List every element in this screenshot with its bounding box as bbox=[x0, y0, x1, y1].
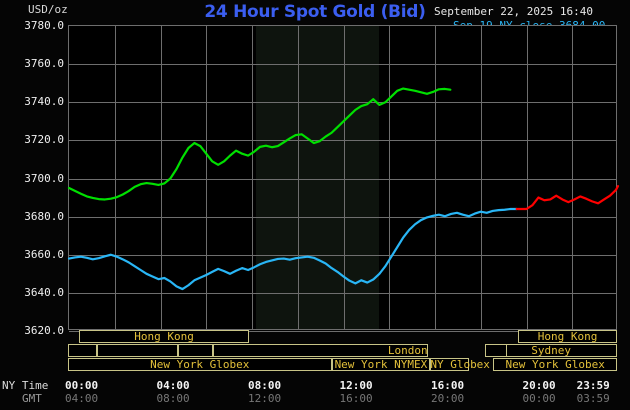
y-axis-tick-label: 3760.0 bbox=[24, 57, 64, 71]
page-title: 24 Hour Spot Gold (Bid) bbox=[204, 2, 426, 22]
chart-timestamp: September 22, 2025 16:40 bbox=[434, 5, 593, 18]
session-bar bbox=[97, 344, 178, 357]
ny-time-row-label: NY Time bbox=[2, 379, 49, 392]
gridline-vertical bbox=[572, 26, 573, 329]
y-axis-tick-label: 3740.0 bbox=[24, 95, 64, 109]
session-bar-label: NY Globex bbox=[430, 358, 490, 371]
series-line bbox=[67, 207, 518, 291]
x-axis-ny-tick: 20:00 bbox=[522, 379, 556, 392]
x-axis-gmt-tick: 12:00 bbox=[248, 392, 282, 405]
session-row: New York Globex New York NYMEX NY Globex Ne… bbox=[68, 358, 617, 371]
y-axis-tick-label: 3780.0 bbox=[24, 19, 64, 32]
x-axis-ny-tick: 04:00 bbox=[156, 379, 190, 392]
market-session-bars: Hong Kong Hong Kong London Sydney New York G… bbox=[68, 330, 617, 372]
gridline-horizontal bbox=[69, 64, 616, 65]
gridline-horizontal bbox=[69, 217, 616, 218]
gridline-vertical bbox=[161, 26, 162, 329]
session-bar-label: New York Globex bbox=[505, 358, 605, 371]
session-bar bbox=[430, 358, 469, 371]
x-axis-ny-tick: 23:59 bbox=[576, 379, 610, 392]
gridline-vertical bbox=[298, 26, 299, 329]
gridline-horizontal bbox=[69, 179, 616, 180]
gridline-horizontal bbox=[69, 140, 616, 141]
y-axis-tick-label: 3720.0 bbox=[24, 133, 64, 147]
session-bar-label: New York NYMEX bbox=[334, 358, 428, 371]
gridline-vertical bbox=[435, 26, 436, 329]
x-axis-ny-tick: 08:00 bbox=[248, 379, 282, 392]
gridline-vertical bbox=[344, 26, 345, 329]
gridline-horizontal bbox=[69, 255, 616, 256]
plot-area bbox=[67, 25, 620, 332]
x-axis-gmt-tick: 03:59 bbox=[576, 392, 610, 405]
session-bar bbox=[177, 344, 214, 357]
y-axis-tick-label: 3700.0 bbox=[24, 171, 64, 185]
gridline-vertical bbox=[252, 26, 253, 329]
gridline-horizontal bbox=[69, 331, 616, 332]
x-axis-ny-tick: 00:00 bbox=[65, 379, 99, 392]
price-series-canvas bbox=[67, 87, 620, 291]
session-bar-label: Hong Kong bbox=[134, 330, 194, 343]
session-bar-label: New York Globex bbox=[150, 358, 250, 371]
session-bar bbox=[331, 358, 431, 371]
session-bar bbox=[485, 344, 508, 357]
x-axis-ny-tick: 16:00 bbox=[431, 379, 465, 392]
gmt-row-label: GMT bbox=[22, 392, 42, 405]
y-axis-tick-label: 3660.0 bbox=[24, 247, 64, 261]
x-axis-ny-tick: 12:00 bbox=[339, 379, 373, 392]
session-bar-label: London bbox=[387, 344, 428, 357]
session-bar bbox=[518, 330, 617, 343]
gridline-horizontal bbox=[69, 102, 616, 103]
y-axis-unit-label: USD/oz bbox=[28, 3, 68, 16]
y-axis-tick-label: 3640.0 bbox=[24, 285, 64, 299]
gridline-horizontal bbox=[69, 293, 616, 294]
series-line bbox=[515, 185, 620, 211]
gridline-vertical bbox=[389, 26, 390, 329]
session-bar-label: Sydney bbox=[531, 344, 571, 357]
session-bar bbox=[213, 344, 428, 357]
session-bar bbox=[68, 344, 98, 357]
x-axis-gmt-tick: 08:00 bbox=[156, 392, 190, 405]
gridline-vertical bbox=[481, 26, 482, 329]
gridline-vertical bbox=[206, 26, 207, 329]
session-row: Hong Kong Hong Kong bbox=[68, 330, 617, 343]
gridline-vertical bbox=[115, 26, 116, 329]
y-axis-tick-label: 3680.0 bbox=[24, 209, 64, 223]
session-row: London Sydney bbox=[68, 344, 617, 357]
x-axis-gmt-tick: 20:00 bbox=[431, 392, 465, 405]
series-line bbox=[67, 87, 452, 201]
session-bar-label: Hong Kong bbox=[537, 330, 598, 343]
x-axis-gmt-tick: 00:00 bbox=[522, 392, 556, 405]
gridline-vertical bbox=[527, 26, 528, 329]
x-axis-gmt-tick: 04:00 bbox=[65, 392, 99, 405]
session-bar bbox=[493, 358, 617, 371]
x-axis-gmt-tick: 16:00 bbox=[339, 392, 373, 405]
y-axis-labels: 3780.0 3760.0 3740.0 3720.0 3700.0 3680.0 3660… bbox=[0, 0, 64, 410]
y-axis-tick-label: 3620.0 bbox=[24, 324, 64, 337]
session-bar bbox=[68, 358, 332, 371]
session-bar bbox=[78, 330, 250, 343]
nymex-session-shading bbox=[255, 26, 379, 329]
